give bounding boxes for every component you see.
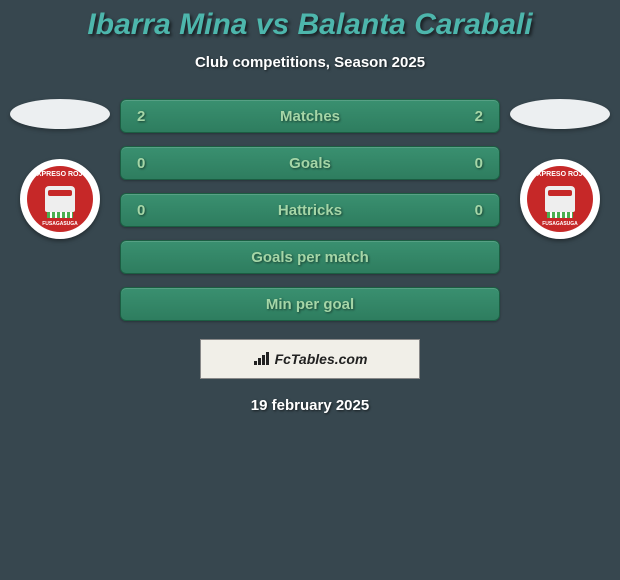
player-left-club-badge: EXPRESO ROJO FUSAGASUGA	[20, 159, 100, 239]
comparison-area: EXPRESO ROJO FUSAGASUGA 2 Matches 2 0 Go…	[10, 99, 610, 321]
stat-label: Goals	[289, 155, 331, 172]
stat-label: Matches	[280, 108, 340, 125]
badge-right-bottom-text: FUSAGASUGA	[542, 221, 578, 227]
stat-label: Hattricks	[278, 202, 342, 219]
train-icon	[545, 186, 575, 212]
badge-right-top-text: EXPRESO ROJO	[532, 171, 588, 178]
stat-row-hattricks: 0 Hattricks 0	[120, 193, 500, 227]
stat-row-goals-per-match: Goals per match	[120, 240, 500, 274]
player-left: EXPRESO ROJO FUSAGASUGA	[10, 99, 110, 239]
stat-left-value: 2	[137, 108, 157, 125]
comparison-title: Ibarra Mina vs Balanta Carabali	[10, 8, 610, 42]
stat-right-value: 0	[463, 202, 483, 219]
badge-left-bottom-text: FUSAGASUGA	[42, 221, 78, 227]
stat-row-min-per-goal: Min per goal	[120, 287, 500, 321]
player-right: EXPRESO ROJO FUSAGASUGA	[510, 99, 610, 239]
comparison-subtitle: Club competitions, Season 2025	[10, 54, 610, 71]
stats-column: 2 Matches 2 0 Goals 0 0 Hattricks 0 Goal…	[120, 99, 500, 321]
stat-label: Goals per match	[251, 249, 369, 266]
stat-right-value: 0	[463, 155, 483, 172]
comparison-date: 19 february 2025	[10, 397, 610, 414]
badge-left-top-text: EXPRESO ROJO	[32, 171, 88, 178]
player-right-club-badge: EXPRESO ROJO FUSAGASUGA	[520, 159, 600, 239]
train-icon	[45, 186, 75, 212]
stat-row-goals: 0 Goals 0	[120, 146, 500, 180]
player-left-avatar-placeholder	[10, 99, 110, 129]
stat-left-value: 0	[137, 202, 157, 219]
player-right-avatar-placeholder	[510, 99, 610, 129]
stat-right-value: 2	[463, 108, 483, 125]
footer-brand-box[interactable]: FcTables.com	[200, 339, 420, 379]
stat-row-matches: 2 Matches 2	[120, 99, 500, 133]
footer-brand-text: FcTables.com	[275, 351, 368, 367]
chart-icon	[253, 352, 271, 366]
stat-left-value: 0	[137, 155, 157, 172]
stat-label: Min per goal	[266, 296, 354, 313]
